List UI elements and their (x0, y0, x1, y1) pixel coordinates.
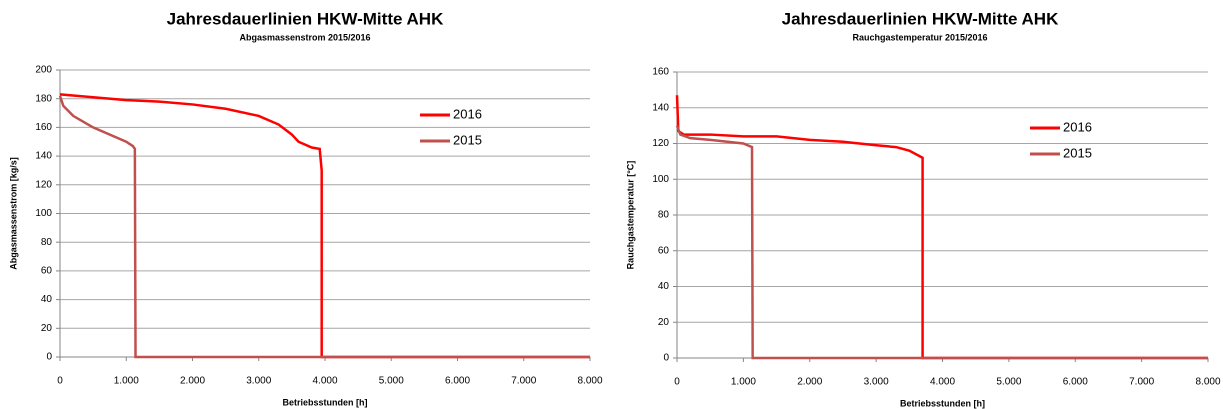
x-tick-label: 6.000 (445, 376, 470, 387)
chart-title: Jahresdauerlinien HKW-Mitte AHK (782, 9, 1059, 28)
x-tick-label: 0 (57, 376, 63, 387)
y-tick-label: 40 (658, 281, 670, 292)
y-tick-label: 0 (663, 353, 669, 364)
x-tick-label: 7.000 (511, 376, 536, 387)
line (675, 125, 1208, 360)
line (59, 93, 590, 359)
x-tick-label: 5.000 (379, 376, 404, 387)
legend-label: 2015 (1063, 145, 1092, 160)
x-tick-label: 4.000 (930, 377, 955, 388)
y-tick-label: 60 (41, 266, 53, 277)
y-axis-label: Rauchgastemperatur [°C] (625, 161, 635, 270)
y-tick-label: 140 (35, 151, 52, 162)
y-tick-label: 20 (41, 323, 53, 334)
chart: Jahresdauerlinien HKW-Mitte AHK Abgasmass… (8, 9, 603, 407)
x-tick-label: 7.000 (1129, 377, 1154, 388)
x-tick-label: 5.000 (996, 377, 1021, 388)
x-axis-label: Betriebsstunden [h] (282, 397, 367, 407)
legend-label: 2016 (1063, 119, 1092, 134)
x-tick-label: 6.000 (1063, 377, 1088, 388)
y-tick-label: 140 (652, 102, 669, 113)
y-tick-label: 160 (35, 122, 52, 133)
x-tick-label: 4.000 (312, 376, 337, 387)
y-tick-label: 20 (658, 317, 670, 328)
line (58, 95, 590, 359)
y-tick-label: 60 (658, 245, 670, 256)
chart-subtitle: Rauchgastemperatur 2015/2016 (852, 32, 987, 42)
y-tick-label: 0 (46, 352, 52, 363)
y-tick-label: 200 (35, 65, 52, 76)
x-tick-label: 3.000 (246, 376, 271, 387)
x-tick-label: 8.000 (577, 376, 602, 387)
x-tick-label: 2.000 (180, 376, 205, 387)
y-tick-label: 40 (41, 294, 53, 305)
chart-subtitle: Abgasmassenstrom 2015/2016 (239, 32, 370, 42)
y-tick-label: 180 (35, 93, 52, 104)
y-tick-label: 100 (35, 208, 52, 219)
x-tick-label: 2.000 (797, 377, 822, 388)
y-tick-label: 120 (35, 179, 52, 190)
legend-label: 2015 (453, 132, 482, 147)
y-tick-label: 160 (652, 67, 669, 78)
x-tick-label: 0 (674, 377, 680, 388)
y-tick-label: 80 (41, 237, 53, 248)
x-tick-label: 1.000 (114, 376, 139, 387)
y-tick-label: 100 (652, 174, 669, 185)
chart-title: Jahresdauerlinien HKW-Mitte AHK (167, 9, 444, 28)
x-axis-label: Betriebsstunden [h] (900, 398, 985, 408)
x-tick-label: 1.000 (731, 377, 756, 388)
chart: Jahresdauerlinien HKW-Mitte AHK Rauchgast… (625, 9, 1221, 408)
legend-label: 2016 (453, 106, 482, 121)
y-tick-label: 120 (652, 138, 669, 149)
x-tick-label: 3.000 (864, 377, 889, 388)
y-axis-label: Abgasmassenstrom [kg/s] (8, 157, 18, 270)
line (675, 95, 1208, 360)
y-tick-label: 80 (658, 210, 670, 221)
x-tick-label: 8.000 (1195, 377, 1220, 388)
